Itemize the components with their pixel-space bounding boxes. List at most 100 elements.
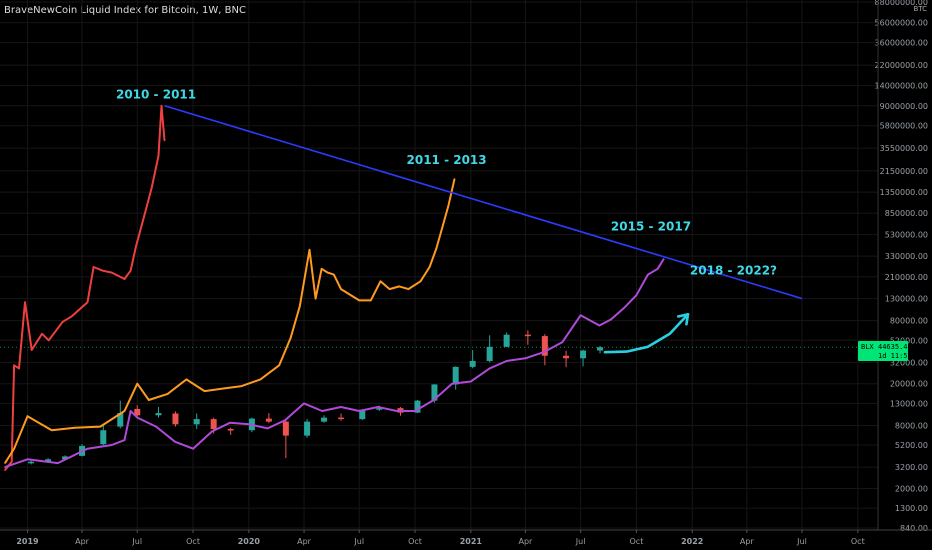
series-line-1 [4, 104, 166, 471]
candle [580, 349, 587, 367]
trendline[interactable] [164, 104, 803, 300]
candle [172, 411, 179, 427]
y-tick-label: 22000000.00 [875, 61, 928, 70]
series-point [340, 288, 342, 290]
x-tick-label: Apr [740, 537, 755, 546]
candle [134, 405, 141, 419]
chart-title: BraveNewCoin Liquid Index for Bitcoin, 1… [4, 5, 246, 16]
series-line-2 [4, 178, 456, 464]
series-point [26, 415, 29, 418]
chart-grid [0, 0, 878, 530]
series-point [248, 423, 250, 426]
arrow-curve[interactable] [603, 312, 690, 354]
series-point [86, 301, 89, 304]
series-point [433, 399, 435, 401]
series-point [320, 268, 323, 270]
arrow-head [676, 313, 690, 326]
series-point [157, 154, 160, 157]
series-point [662, 258, 665, 260]
period-annotation[interactable]: 2011 - 2013 [407, 153, 487, 167]
series-point [61, 321, 64, 323]
series-point [57, 462, 59, 464]
series-point [635, 294, 638, 297]
x-tick-label: Apr [75, 537, 90, 546]
series-point [229, 421, 231, 424]
series-point [160, 104, 163, 107]
series-point [30, 349, 33, 351]
series-point [10, 460, 13, 463]
y-tick-label: 5800000.00 [880, 122, 928, 131]
series-point [18, 367, 20, 370]
series-point [396, 410, 398, 412]
series-point [377, 406, 379, 408]
series-point [222, 387, 225, 390]
candle [503, 332, 510, 347]
series-point [144, 209, 147, 212]
y-tick-label: 9000000.00 [880, 102, 928, 111]
series-point [542, 351, 545, 354]
candle [469, 349, 476, 369]
period-annotation[interactable]: 2010 - 2011 [116, 88, 196, 102]
series-point [203, 390, 206, 392]
y-tick-label: 80000.00 [890, 317, 928, 326]
x-axis[interactable]: 2019 Apr Jul Oct 2020 Apr Jul Oct 2021 Apr Jul Oct 2… [0, 529, 932, 546]
series-point [488, 367, 491, 370]
series-point [166, 393, 169, 395]
series-point [340, 406, 342, 408]
series-point [41, 332, 43, 335]
series-point [278, 364, 280, 367]
series-point [388, 288, 391, 290]
series-point [369, 299, 372, 302]
series-point [110, 271, 113, 274]
y-tick-label: 3550000.00 [880, 144, 928, 153]
series-point [211, 430, 213, 433]
series-point [50, 429, 53, 432]
y-tick-label: 210000.00 [885, 273, 928, 282]
candle [452, 366, 459, 390]
series-point [135, 245, 137, 248]
series-point [647, 273, 649, 276]
x-tick-label: Jul [131, 537, 142, 546]
series-point [151, 186, 153, 189]
series-point [101, 269, 104, 272]
arrow-layer [603, 312, 690, 354]
period-annotation[interactable]: 2018 - 2022? [690, 264, 777, 278]
y-tick-label: 14000000.00 [875, 82, 928, 91]
candle [338, 413, 345, 421]
series-point [414, 410, 416, 412]
y-tick-label: 1350000.00 [880, 188, 928, 197]
series-point [505, 360, 508, 362]
series-point [129, 410, 132, 412]
currency-label: BTC [913, 5, 927, 13]
series-point [266, 427, 269, 430]
series-point [123, 278, 126, 280]
candle [227, 427, 234, 435]
series-point [524, 357, 527, 360]
series-point [379, 280, 382, 283]
series-point [192, 447, 194, 450]
price-tag-box [858, 341, 908, 361]
y-tick-label: 2150000.00 [880, 167, 928, 176]
candle [524, 330, 531, 345]
x-tick-label: Oct [408, 537, 422, 546]
y-axis[interactable]: 88000000.00 56000000.00 36000000.00 2200000… [875, 0, 928, 533]
price-tag-value: 44635.45 [878, 343, 912, 351]
series-point [398, 285, 401, 288]
series-point [284, 419, 287, 421]
series-point [259, 378, 262, 381]
series-point [332, 273, 335, 276]
candle [321, 415, 328, 423]
series-point [407, 288, 410, 290]
price-tag-symbol: BLX [861, 343, 874, 351]
y-tick-label: 530000.00 [885, 231, 928, 240]
y-tick-label: 330000.00 [885, 252, 928, 261]
series-point [4, 469, 6, 471]
y-tick-label: 5200.00 [895, 441, 928, 450]
series-point [447, 204, 450, 207]
x-tick-label: 2020 [238, 537, 261, 546]
series-point [73, 426, 76, 429]
series-point [174, 440, 176, 443]
period-annotation[interactable]: 2015 - 2017 [611, 220, 691, 234]
x-tick-label: 2019 [16, 537, 39, 546]
